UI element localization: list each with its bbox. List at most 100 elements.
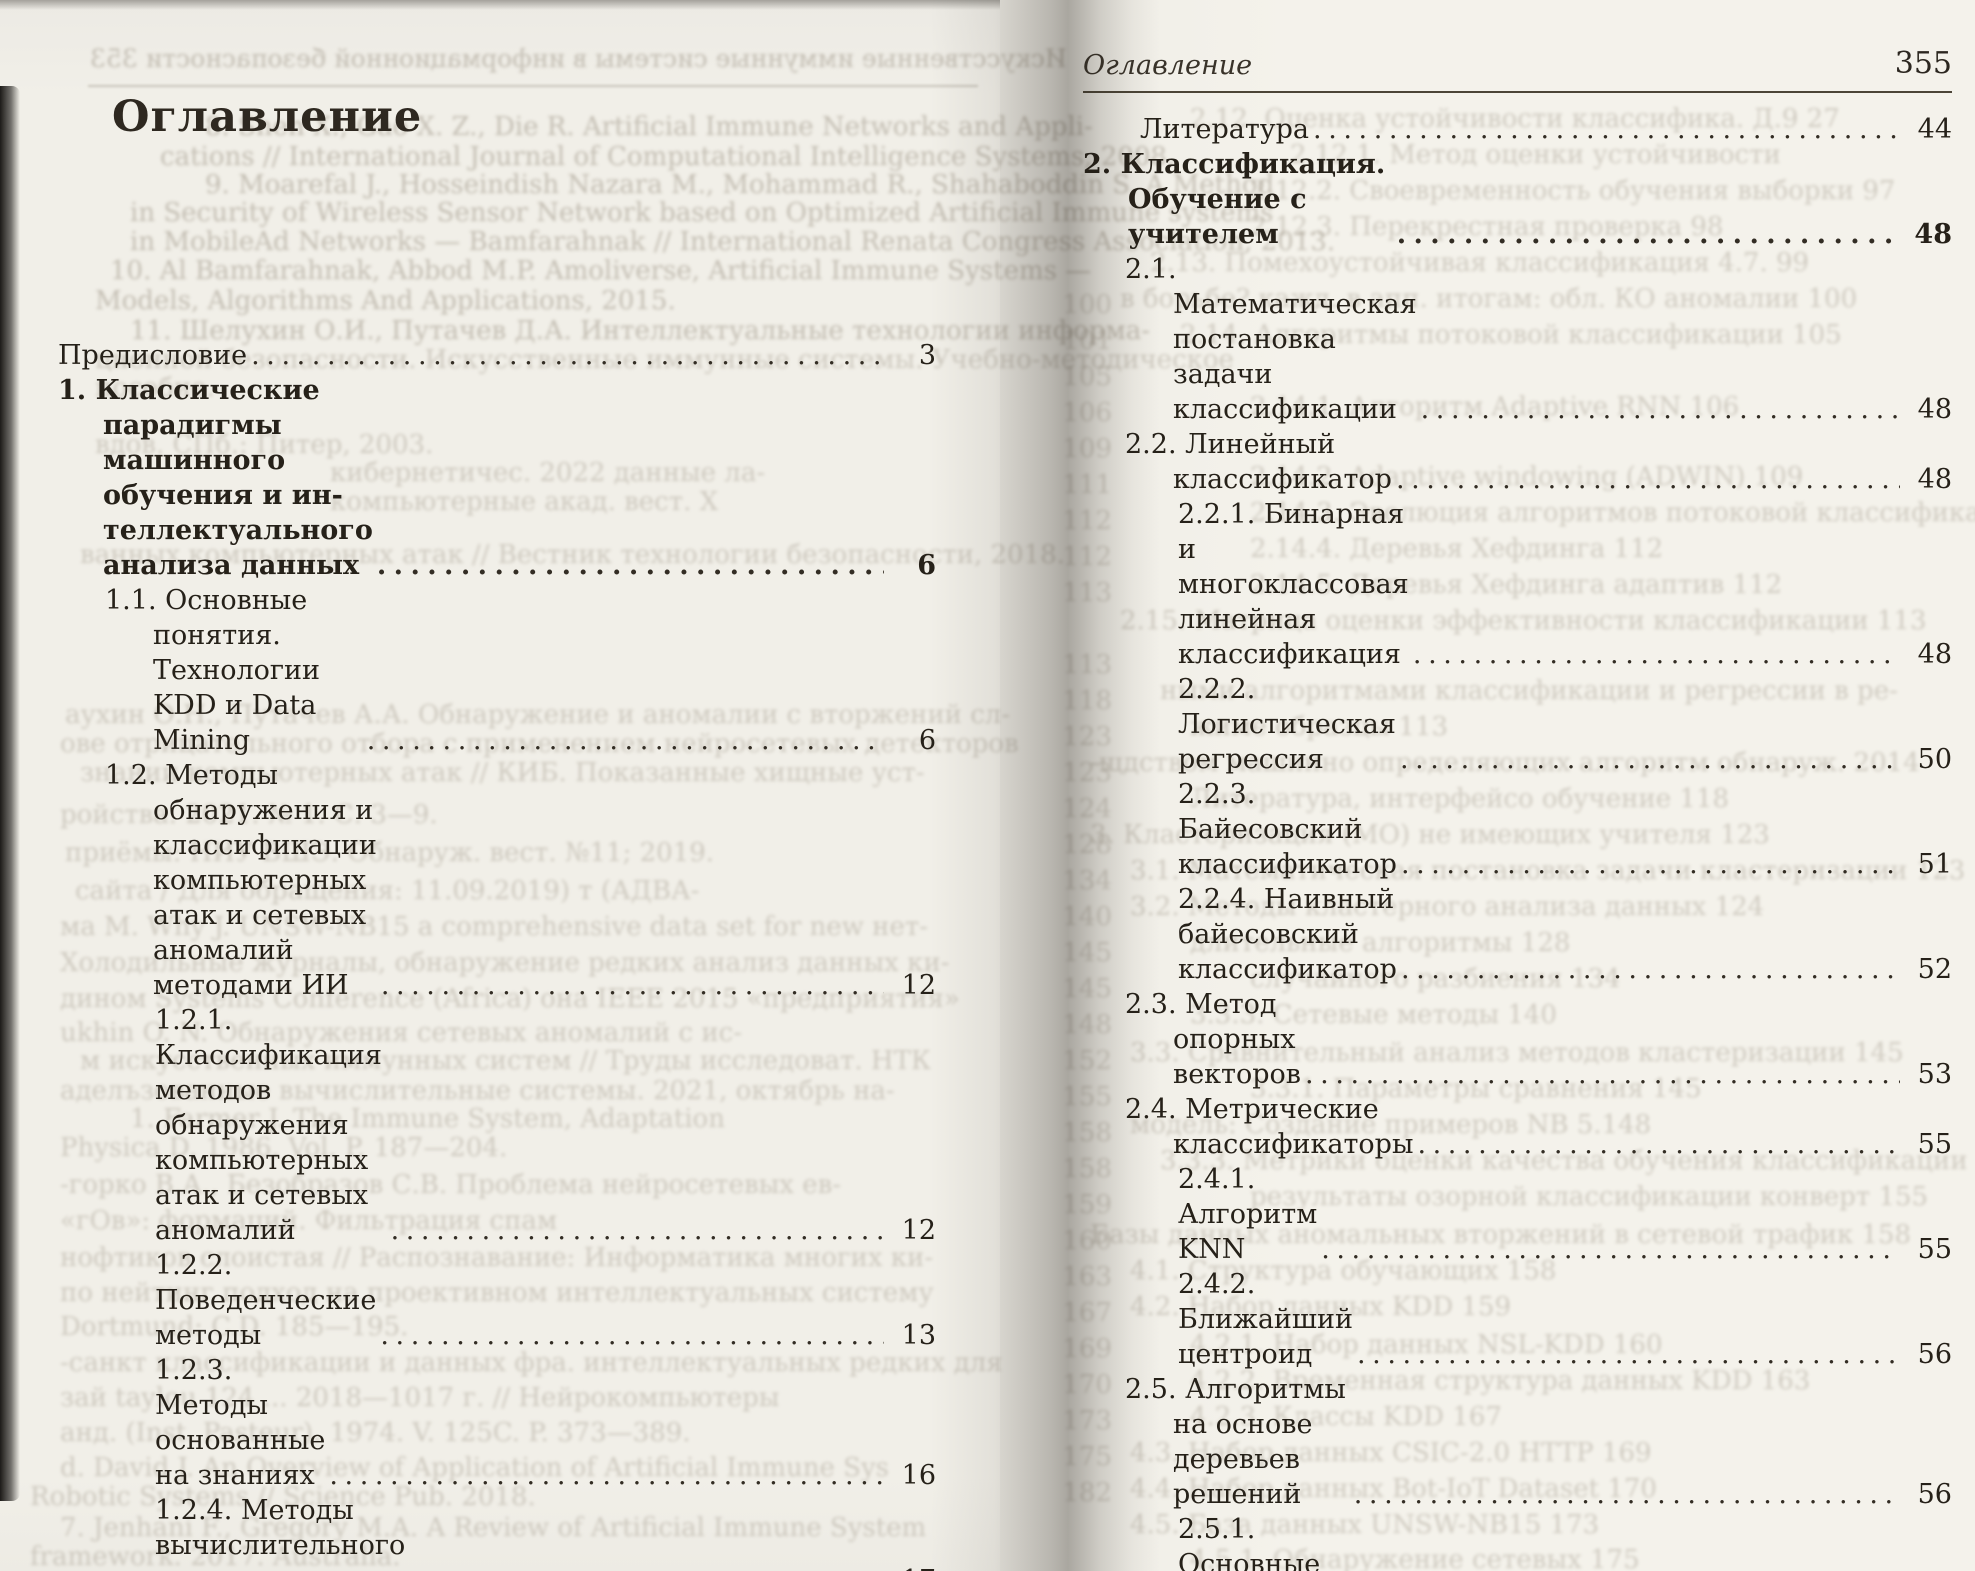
ghost-showthrough-line: «гОв»: формаций. Фильтрация спам <box>60 1206 558 1236</box>
toc-entry-text: 2.2.1. Бинарная и многоклассовая линейна… <box>1178 499 1409 670</box>
ghost-showthrough-line: 1. Farmer J. The Immune System, Adaptati… <box>130 1104 725 1134</box>
toc-leader-dots: . . . . . . . . . . . . . . . . . . . . … <box>1420 394 1900 425</box>
ghost-showthrough-page-number: 106 <box>1062 398 1112 428</box>
toc-leader-dots: . . . . . . . . . . . . . . . . . . . . … <box>1400 954 1900 985</box>
toc-leader-dots: . . . . . . . . . . . . . . . . . . . . … <box>1353 1479 1900 1510</box>
toc-leader-dots: . . . . . . . . . . . . . . . . . . . . … <box>1321 1234 1900 1265</box>
ghost-showthrough-line: приёмы: НИУ ВШЭ. Обнаруж. вест. №11; 201… <box>65 838 715 868</box>
toc-leader-dots: . . . . . . . . . . . . . . . . . . . . … <box>380 970 884 1001</box>
toc-entry: 1.2.4. Методы вычислительного интеллекта… <box>58 1493 936 1571</box>
ghost-showthrough-page-number: 182 <box>1062 1478 1112 1508</box>
ghost-showthrough-line: 3.1. Математическая постановка задачи кл… <box>1130 856 1966 886</box>
toc-entry-text: 1. Классические парадигмы машинного обуч… <box>58 375 373 581</box>
toc-leader-dots: . . . . . . . . . . . . . . . . . . . . … <box>1399 744 1900 775</box>
ghost-showthrough-line: Robotic Systems // Science Pub. 2018. <box>30 1482 536 1512</box>
ghost-showthrough-line: 4.2.3. Классы KDD 167 <box>1190 1402 1502 1432</box>
toc-page-number: 55 <box>1917 1129 1952 1160</box>
ghost-showthrough-line: 2.14.3. Эволюция алгоритмов потоковой кл… <box>1250 498 1975 528</box>
toc-page-number: 48 <box>1914 219 1952 250</box>
ghost-showthrough-line: in Security of Wireless Sensor Network b… <box>130 198 1274 228</box>
ghost-showthrough-line: модель: Создание примеров NB 5.148 <box>1130 1110 1652 1140</box>
ghost-showthrough-line: в борьбе? кажд. в апп. итогам: обл. КО а… <box>1120 284 1858 314</box>
ghost-showthrough-page-number: 113 <box>1062 650 1112 680</box>
running-header: Оглавление 355 <box>1083 46 1952 93</box>
toc-entry: Предисловие. . . . . . . . . . . . . . .… <box>58 338 936 373</box>
ghost-showthrough-line: аделъзованные вычислительные системы. 20… <box>60 1076 895 1106</box>
toc-page-number: 48 <box>1917 394 1952 425</box>
toc-entry-text: 1.2.1. Классификация методов обнаружения… <box>155 1005 382 1246</box>
ghost-showthrough-line: 2.12.3. Перекрестная проверка 98 <box>1250 212 1724 242</box>
ghost-showthrough-page-number: 112 <box>1062 506 1112 536</box>
ghost-showthrough-line: 2.14.1. Алгоритм Adaptive RNN 106 <box>1250 392 1740 422</box>
ghost-showthrough-line: 10. Al Bamfarahnak, Abbod M.P. Amolivers… <box>110 256 1092 286</box>
ghost-showthrough-page-number: 124 <box>1062 794 1112 824</box>
ghost-showthrough-page-number: 170 <box>1062 1370 1112 1400</box>
toc-entry-text: 2.4.2. Ближайший центроид <box>1178 1269 1354 1370</box>
ghost-showthrough-line: 4.2.1. Набор данных NSL-KDD 160 <box>1190 1330 1663 1360</box>
ghost-showthrough-page-number: 134 <box>1062 866 1112 896</box>
ghost-showthrough-line: 4.4. Набор данных Bot-IoT Dataset 170 <box>1130 1474 1657 1504</box>
ghost-showthrough-line: 9. Moarefal J., Hosseindish Nazara M., M… <box>205 170 1275 200</box>
toc-entry: 2.2. Линейный классификатор. . . . . . .… <box>1083 427 1952 497</box>
ghost-showthrough-page-number: 105 <box>1062 362 1112 392</box>
ghost-showthrough-line: ове отрицательного отбора с применением … <box>60 729 1019 759</box>
ghost-showthrough-page-number: 123 <box>1062 758 1112 788</box>
toc-leader-dots: . . . . . . . . . . . . . . . . . . . . … <box>329 1460 884 1491</box>
toc-entry: 1.2.2. Поведенческие методы. . . . . . .… <box>58 1248 936 1353</box>
ghost-showthrough-line: ванных компьютерных атак // Вестник техн… <box>80 540 1065 570</box>
toc-entry-text: 2.2.3. Байесовский классификатор <box>1178 779 1397 880</box>
toc-entry-text: 2.5.1. Основные понятия <box>1178 1514 1321 1571</box>
ghost-showthrough-page-number: 145 <box>1062 938 1112 968</box>
toc-leader-dots: . . . . . . . . . . . . . . . . . . . . … <box>1395 464 1900 495</box>
toc-leader-dots: . . . . . . . . . . . . . . . . . . . . … <box>390 1215 884 1246</box>
toc-entry: 2.1. Математическая постановка задачи кл… <box>1083 252 1952 427</box>
ghost-showthrough-line: зай taylou 124 ... 2018—1017 г. // Нейро… <box>60 1383 780 1413</box>
toc-page-number: 17 <box>884 1563 936 1571</box>
toc-entry-text: 2. Классификация. Обучение с учителем <box>1083 149 1386 250</box>
toc-entry-text: 1.2.2. Поведенческие методы <box>155 1250 377 1351</box>
ghost-showthrough-line: 3.2. Методы кластерного анализа данных 1… <box>1130 892 1765 922</box>
ghost-showthrough-line: 2.14.5. Деревья Хефдинга адаптив 112 <box>1250 570 1783 600</box>
toc-entries-right: Литература. . . . . . . . . . . . . . . … <box>1083 112 1952 1571</box>
toc-leader-dots: . . . . . . . . . . . . . . . . . . . . … <box>1313 114 1900 145</box>
ghost-showthrough-line: случайного разбиения 134 <box>1250 964 1621 994</box>
toc-entry: 1.1. Основные понятия. Технологии KDD и … <box>58 583 936 758</box>
toc-entry-text: Предисловие <box>58 340 248 371</box>
ghost-showthrough-page-number: 113 <box>1062 578 1112 608</box>
toc-page-number: 52 <box>1917 954 1952 985</box>
toc-leader-dots: . . . . . . . . . . . . . . . . . . . . … <box>1417 1129 1900 1160</box>
ghost-showthrough-line: кибернетичес. 2022 данные ла- <box>330 458 766 488</box>
toc-page-number: 56 <box>1917 1479 1952 1510</box>
toc-entry-text: 2.2. Линейный классификатор <box>1125 429 1392 495</box>
toc-entry: 2.2.2. Логистическая регрессия. . . . . … <box>1083 672 1952 777</box>
toc-entry: 2. Классификация. Обучение с учителем . .… <box>1083 147 1952 252</box>
toc-entry: 2.4. Метрические классификаторы. . . . .… <box>1083 1092 1952 1162</box>
ghost-showthrough-line: вдов. СПб.: Питер, 2003. <box>95 430 434 460</box>
ghost-showthrough-page-number: 100 <box>1062 290 1112 320</box>
toc-entry: Литература. . . . . . . . . . . . . . . … <box>1083 112 1952 147</box>
toc-leader-dots: . . . . . . . . . . . . . . . . . . . . … <box>1396 219 1900 250</box>
ghost-showthrough-line: 3.3. Сравнительный анализ методов класте… <box>1130 1038 1904 1068</box>
ghost-showthrough-line: 3.3.1. Параметры сравнения 145 <box>1250 1074 1702 1104</box>
toc-entry: 2.4.2. Ближайший центроид. . . . . . . .… <box>1083 1267 1952 1372</box>
toc-entry-text: 1.2. Методы обнаружения и классификации … <box>105 760 377 1001</box>
toc-entry-text: 2.5. Алгоритмы на основе деревьев решени… <box>1125 1374 1346 1510</box>
toc-page-number: 13 <box>901 1320 936 1351</box>
toc-entry-text: 2.2.4. Наивный байесовский классификатор <box>1178 884 1397 985</box>
ghost-showthrough-line: результаты озорной классификации конверт… <box>1250 1182 1929 1212</box>
ghost-showthrough-line: 8. Shen X., Gao X. Z., Die R. Artificial… <box>205 112 1093 142</box>
ghost-showthrough-line: 2.12.1. Метод оценки устойчивости <box>1290 140 1781 170</box>
toc-entry-text: 2.4. Метрические классификаторы <box>1125 1094 1414 1160</box>
right-page <box>1000 0 1975 1571</box>
toc-entry: 1.2.3. Методы основанные на знаниях. . .… <box>58 1353 936 1493</box>
ghost-showthrough-line: компьютерные акад. вест. Х <box>330 487 719 517</box>
toc-entry-text: 1.2.4. Методы вычислительного интеллекта <box>155 1495 406 1571</box>
ghost-showthrough-line: знании компьютерных атак // КИБ. Показан… <box>80 758 925 788</box>
ghost-showthrough-line: ма М. Why J. UNSW-NB15 a comprehensive d… <box>60 912 929 942</box>
ghost-showthrough-line: 2.12.2. Своевременность обучения выборки… <box>1250 176 1896 206</box>
ghost-showthrough-line: анд. (Inst. Pasteur). 1974. V. 125C. P. … <box>60 1418 691 1448</box>
ghost-showthrough-line: 4.2.2. Временная структура данных KDD 16… <box>1190 1366 1811 1396</box>
toc-leader-dots: . . . . . . . . . . . . . . . . . . . . … <box>405 1563 884 1571</box>
toc-heading: Оглавление <box>112 92 423 142</box>
